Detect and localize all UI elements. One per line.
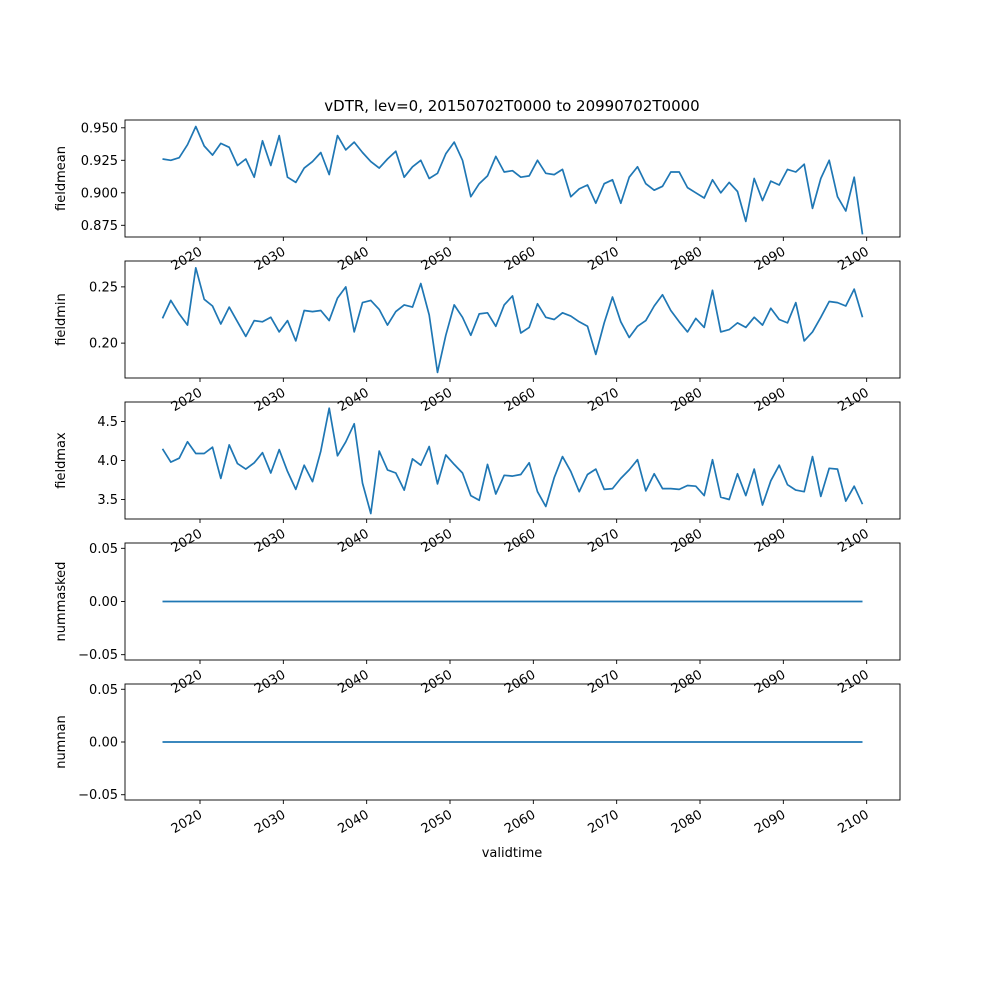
x-tick-label: 2080 <box>669 807 705 837</box>
x-tick-label: 2090 <box>752 244 788 274</box>
x-axis-label: validtime <box>482 846 543 861</box>
x-tick-label: 2020 <box>169 526 205 556</box>
y-tick-label: 0.925 <box>81 154 118 169</box>
axes-frame <box>125 402 900 519</box>
y-tick-label: −0.05 <box>78 788 118 803</box>
y-tick-label: 0.900 <box>81 186 118 201</box>
x-tick-label: 2050 <box>419 244 455 274</box>
x-tick-label: 2070 <box>586 526 622 556</box>
chart-title: vDTR, lev=0, 20150702T0000 to 20990702T0… <box>324 97 699 115</box>
x-tick-label: 2100 <box>836 244 872 274</box>
x-tick-label: 2100 <box>836 667 872 697</box>
x-tick-label: 2080 <box>669 667 705 697</box>
subplot-numnan: −0.05 0.00 0.05 2020 2030 2040 2050 2060 2070 208… <box>54 683 900 837</box>
x-tick-label: 2060 <box>502 667 538 697</box>
x-tick-label: 2090 <box>752 807 788 837</box>
x-tick-label: 2070 <box>586 385 622 415</box>
series-line-fieldmin <box>163 268 863 373</box>
series-line-fieldmean <box>163 127 863 235</box>
subplot-nummasked: −0.05 0.00 0.05 2020 2030 2040 2050 2060 2070 208… <box>54 542 900 697</box>
y-tick-label: −0.05 <box>78 648 118 663</box>
x-tick-label: 2030 <box>252 807 288 837</box>
y-axis-label-numnan: numnan <box>54 715 69 769</box>
x-tick-label: 2020 <box>169 385 205 415</box>
x-tick-label: 2100 <box>836 807 872 837</box>
y-axis-label-fieldmin: fieldmin <box>54 293 69 346</box>
axes-frame <box>125 120 900 237</box>
x-tick-label: 2060 <box>502 807 538 837</box>
x-tick-label: 2040 <box>336 244 372 274</box>
y-tick-label: 0.20 <box>89 337 118 352</box>
subplots: 0.875 0.900 0.925 0.950 2020 2030 2040 2050 2060… <box>54 120 900 837</box>
x-tick-label: 2040 <box>336 667 372 697</box>
x-tick-label: 2030 <box>252 385 288 415</box>
x-tick-label: 2100 <box>836 526 872 556</box>
subplot-fieldmax: 3.5 4.0 4.5 2020 2030 2040 2050 2060 2070 2080 209… <box>54 402 900 556</box>
y-axis-label-fieldmax: fieldmax <box>54 432 69 489</box>
x-tick-label: 2060 <box>502 244 538 274</box>
x-tick-label: 2080 <box>669 385 705 415</box>
x-tick-label: 2020 <box>169 807 205 837</box>
x-tick-label: 2070 <box>586 667 622 697</box>
y-tick-label: 0.00 <box>89 595 118 610</box>
x-tick-label: 2040 <box>336 807 372 837</box>
y-tick-label: 0.950 <box>81 121 118 136</box>
x-tick-label: 2030 <box>252 526 288 556</box>
x-tick-label: 2020 <box>169 244 205 274</box>
x-tick-label: 2040 <box>336 526 372 556</box>
y-tick-label: 0.05 <box>89 542 118 557</box>
subplot-fieldmin: 0.20 0.25 2020 2030 2040 2050 2060 2070 2080 2090… <box>54 261 900 415</box>
y-axis-label-nummasked: nummasked <box>54 562 69 642</box>
series-line-fieldmax <box>163 408 863 513</box>
y-tick-label: 0.00 <box>89 736 118 751</box>
x-tick-label: 2060 <box>502 385 538 415</box>
axes-frame <box>125 261 900 378</box>
x-tick-label: 2090 <box>752 385 788 415</box>
x-tick-label: 2070 <box>586 807 622 837</box>
y-tick-label: 4.5 <box>97 415 118 430</box>
x-tick-label: 2080 <box>669 244 705 274</box>
subplot-fieldmean: 0.875 0.900 0.925 0.950 2020 2030 2040 2050 2060… <box>54 120 900 274</box>
x-tick-label: 2050 <box>419 385 455 415</box>
x-tick-label: 2030 <box>252 667 288 697</box>
y-axis-label-fieldmean: fieldmean <box>54 146 69 211</box>
y-tick-label: 0.05 <box>89 683 118 698</box>
x-tick-label: 2090 <box>752 526 788 556</box>
x-tick-label: 2090 <box>752 667 788 697</box>
x-tick-label: 2040 <box>336 385 372 415</box>
x-tick-label: 2020 <box>169 667 205 697</box>
x-tick-label: 2050 <box>419 667 455 697</box>
x-tick-label: 2100 <box>836 385 872 415</box>
y-tick-label: 0.875 <box>81 219 118 234</box>
x-tick-label: 2070 <box>586 244 622 274</box>
x-tick-label: 2060 <box>502 526 538 556</box>
y-tick-label: 3.5 <box>97 493 118 508</box>
y-tick-label: 4.0 <box>97 454 118 469</box>
x-tick-label: 2080 <box>669 526 705 556</box>
y-tick-label: 0.25 <box>89 280 118 295</box>
x-tick-label: 2050 <box>419 807 455 837</box>
x-tick-label: 2050 <box>419 526 455 556</box>
x-tick-label: 2030 <box>252 244 288 274</box>
